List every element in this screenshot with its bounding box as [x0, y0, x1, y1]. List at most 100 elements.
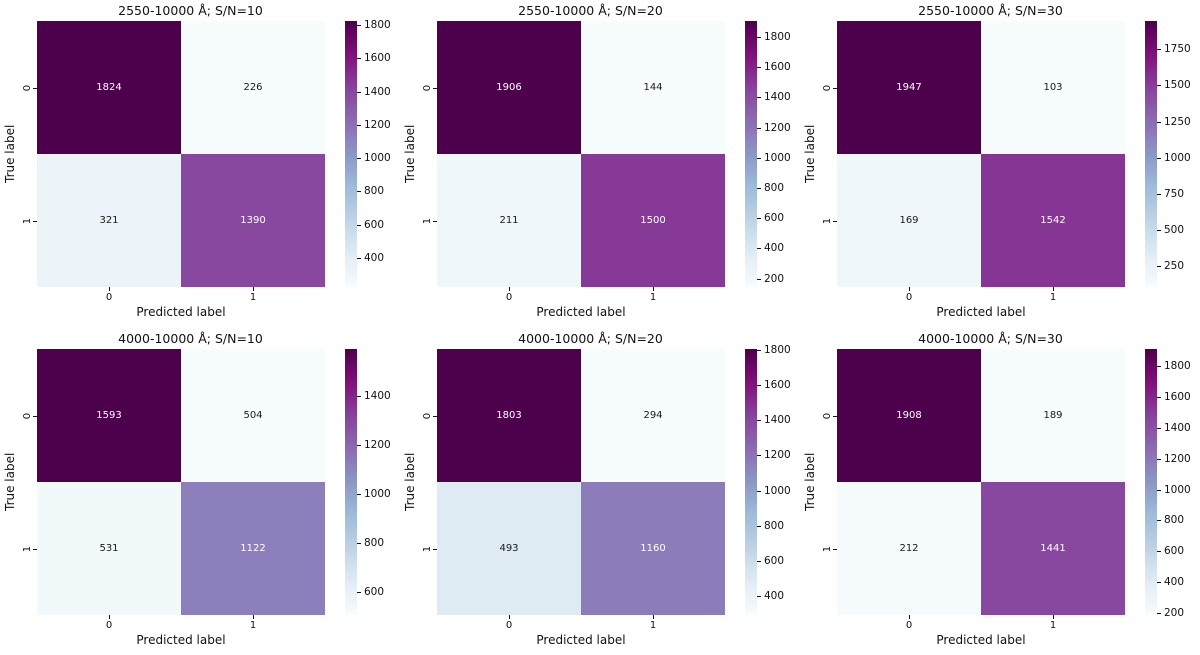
colorbar-ticks: 1750 1500 1250 1000 750 500 250	[1145, 21, 1200, 287]
colorbar-tick-mark	[757, 490, 761, 492]
panel-title: 4000-10000 Å; S/N=30	[918, 331, 1063, 346]
colorbar-tick-label: 1400	[764, 414, 791, 427]
colorbar-tick-label: 800	[364, 185, 385, 198]
colorbar-tick-mark	[357, 24, 361, 26]
y-axis-label: True label	[3, 452, 17, 512]
colorbar-tick-label: 1750	[1164, 43, 1191, 56]
x-axis-label: Predicted label	[536, 633, 626, 647]
colorbar-tick-label: 1600	[364, 52, 391, 65]
colorbar-tick-mark	[757, 67, 761, 69]
x-tick-label: 0	[105, 292, 113, 303]
matrix-cell-true1-pred0: 212	[837, 482, 981, 615]
colorbar-tick-mark	[1157, 265, 1161, 267]
x-tick-label: 1	[649, 620, 657, 631]
colorbar-tick-label: 200	[764, 272, 785, 285]
panel-title: 2550-10000 Å; S/N=20	[518, 3, 663, 18]
matrix-cell-true0-pred0: 1593	[37, 349, 181, 482]
colorbar-tick-mark	[757, 278, 761, 280]
y-axis-label: True label	[403, 452, 417, 512]
colorbar-tick-mark	[1157, 49, 1161, 51]
x-axis-label: Predicted label	[536, 305, 626, 319]
y-tick-label: 1	[22, 545, 33, 552]
matrix-cell-true0-pred1: 294	[581, 349, 725, 482]
colorbar-tick-label: 1600	[1164, 390, 1191, 403]
colorbar-tick-label: 800	[1164, 514, 1185, 527]
colorbar-gradient	[745, 21, 757, 287]
colorbar-gradient	[1145, 21, 1157, 287]
y-tick-label: 1	[822, 217, 833, 224]
matrix-cell-true0-pred1: 103	[981, 21, 1125, 154]
matrix-cell-true0-pred0: 1947	[837, 21, 981, 154]
panel-2550-sn20: 2550-10000 Å; S/N=20 True label 0 1 1906…	[400, 0, 800, 327]
heatmap-grid: 1803 294 493 1160	[437, 349, 725, 615]
colorbar-gradient	[345, 21, 357, 287]
colorbar-tick-mark	[357, 493, 361, 495]
panel-4000-sn30: 4000-10000 Å; S/N=30 True label 0 1 1908…	[800, 328, 1200, 655]
colorbar-tick-label: 400	[764, 590, 785, 603]
x-tick-label: 0	[905, 620, 913, 631]
colorbar-tick-label: 1400	[364, 390, 391, 403]
colorbar-tick-label: 400	[764, 242, 785, 255]
x-axis-label: Predicted label	[136, 633, 226, 647]
panel-title: 4000-10000 Å; S/N=20	[518, 331, 663, 346]
panel-title: 2550-10000 Å; S/N=30	[918, 3, 1063, 18]
x-tick-mark	[1053, 615, 1054, 619]
matrix-cell-true0-pred1: 504	[181, 349, 325, 482]
colorbar-tick-mark	[1157, 229, 1161, 231]
colorbar-tick-label: 400	[1164, 576, 1185, 589]
y-tick-mark	[833, 220, 837, 222]
colorbar-tick-label: 1200	[364, 438, 391, 451]
x-tick-label: 1	[249, 292, 257, 303]
matrix-cell-true0-pred0: 1908	[837, 349, 981, 482]
colorbar-tick-mark	[357, 444, 361, 446]
y-tick-mark	[33, 548, 37, 550]
matrix-cell-true1-pred1: 1500	[581, 154, 725, 287]
y-tick-label: 0	[422, 412, 433, 419]
matrix-cell-true0-pred1: 189	[981, 349, 1125, 482]
y-tick-mark	[33, 87, 37, 89]
colorbar-tick-label: 1800	[764, 343, 791, 356]
colorbar-tick-mark	[1157, 193, 1161, 195]
panel-title: 4000-10000 Å; S/N=10	[118, 331, 263, 346]
y-tick-mark	[433, 87, 437, 89]
colorbar-tick-label: 750	[1164, 187, 1185, 200]
matrix-cell-true0-pred0: 1803	[437, 349, 581, 482]
colorbar-tick-label: 1600	[764, 61, 791, 74]
colorbar-tick-mark	[757, 157, 761, 159]
colorbar-tick-label: 800	[764, 181, 785, 194]
colorbar-tick-label: 250	[1164, 259, 1185, 272]
x-tick-mark	[509, 287, 510, 291]
colorbar-tick-label: 1000	[764, 151, 791, 164]
colorbar-tick-label: 200	[1164, 607, 1185, 620]
colorbar-tick-mark	[757, 420, 761, 422]
x-tick-label: 1	[1049, 292, 1057, 303]
colorbar-tick-label: 1200	[764, 449, 791, 462]
y-tick-label: 0	[22, 84, 33, 91]
matrix-cell-true1-pred1: 1122	[181, 482, 325, 615]
x-tick-label: 0	[505, 292, 513, 303]
colorbar-tick-mark	[757, 561, 761, 563]
colorbar-tick-mark	[1157, 489, 1161, 491]
matrix-cell-true1-pred0: 493	[437, 482, 581, 615]
matrix-cell-true1-pred1: 1542	[981, 154, 1125, 287]
x-tick-label: 0	[505, 620, 513, 631]
colorbar-tick-mark	[357, 58, 361, 60]
x-tick-mark	[653, 615, 654, 619]
matrix-cell-true1-pred0: 169	[837, 154, 981, 287]
colorbar-tick-mark	[357, 396, 361, 398]
colorbar-tick-label: 1000	[1164, 151, 1191, 164]
y-tick-mark	[33, 415, 37, 417]
matrix-cell-true1-pred0: 531	[37, 482, 181, 615]
colorbar-tick-mark	[357, 224, 361, 226]
y-axis-label: True label	[803, 124, 817, 184]
colorbar-gradient	[345, 349, 357, 615]
colorbar-tick-mark	[757, 127, 761, 129]
colorbar-tick-label: 1800	[764, 31, 791, 43]
colorbar-tick-label: 1000	[364, 152, 391, 165]
colorbar-tick-mark	[757, 248, 761, 250]
colorbar-tick-label: 600	[364, 585, 385, 598]
y-tick-mark	[433, 220, 437, 222]
colorbar-tick-mark	[1157, 582, 1161, 584]
x-tick-mark	[653, 287, 654, 291]
